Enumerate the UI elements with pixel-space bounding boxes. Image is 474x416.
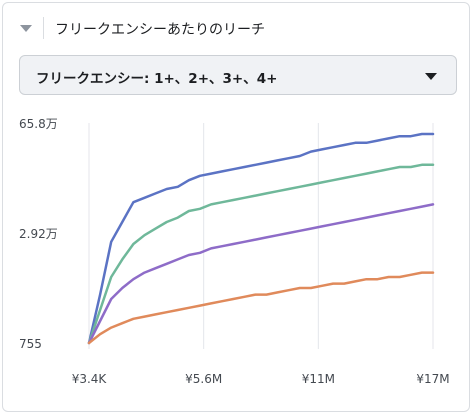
caret-down-icon <box>425 73 437 80</box>
x-tick-label: ¥3.4K <box>72 372 108 386</box>
series-line-4 <box>87 271 435 345</box>
x-tick-label: ¥5.6M <box>185 372 222 386</box>
chart-grid <box>88 123 434 349</box>
y-tick-label: 65.8万 <box>19 117 58 131</box>
reach-by-frequency-panel: フリークエンシーあたりのリーチ フリークエンシー: 1+、2+、3+、4+ 65… <box>2 2 470 412</box>
x-tick-label: ¥17M <box>416 372 449 386</box>
panel-header: フリークエンシーあたりのリーチ <box>15 15 455 41</box>
y-tick-label: 755 <box>19 337 42 351</box>
chart-series <box>87 132 435 345</box>
series-line-2 <box>87 163 435 345</box>
series-line-1 <box>87 132 435 345</box>
caret-down-icon[interactable] <box>19 23 33 33</box>
y-axis: 65.8万 2.92万 755 <box>19 117 58 351</box>
x-axis: ¥3.4K ¥5.6M ¥11M ¥17M <box>72 372 450 386</box>
reach-chart: 65.8万 2.92万 755 ¥3.4K ¥5.6M ¥11M ¥17M <box>19 117 450 386</box>
series-line-3 <box>87 203 435 345</box>
frequency-dropdown-label: フリークエンシー: 1+、2+、3+、4+ <box>36 71 278 87</box>
x-tick-label: ¥11M <box>302 372 335 386</box>
y-tick-label: 2.92万 <box>19 227 58 241</box>
header-divider <box>43 17 44 39</box>
panel-title: フリークエンシーあたりのリーチ <box>55 22 265 38</box>
frequency-dropdown[interactable]: フリークエンシー: 1+、2+、3+、4+ <box>19 55 457 95</box>
